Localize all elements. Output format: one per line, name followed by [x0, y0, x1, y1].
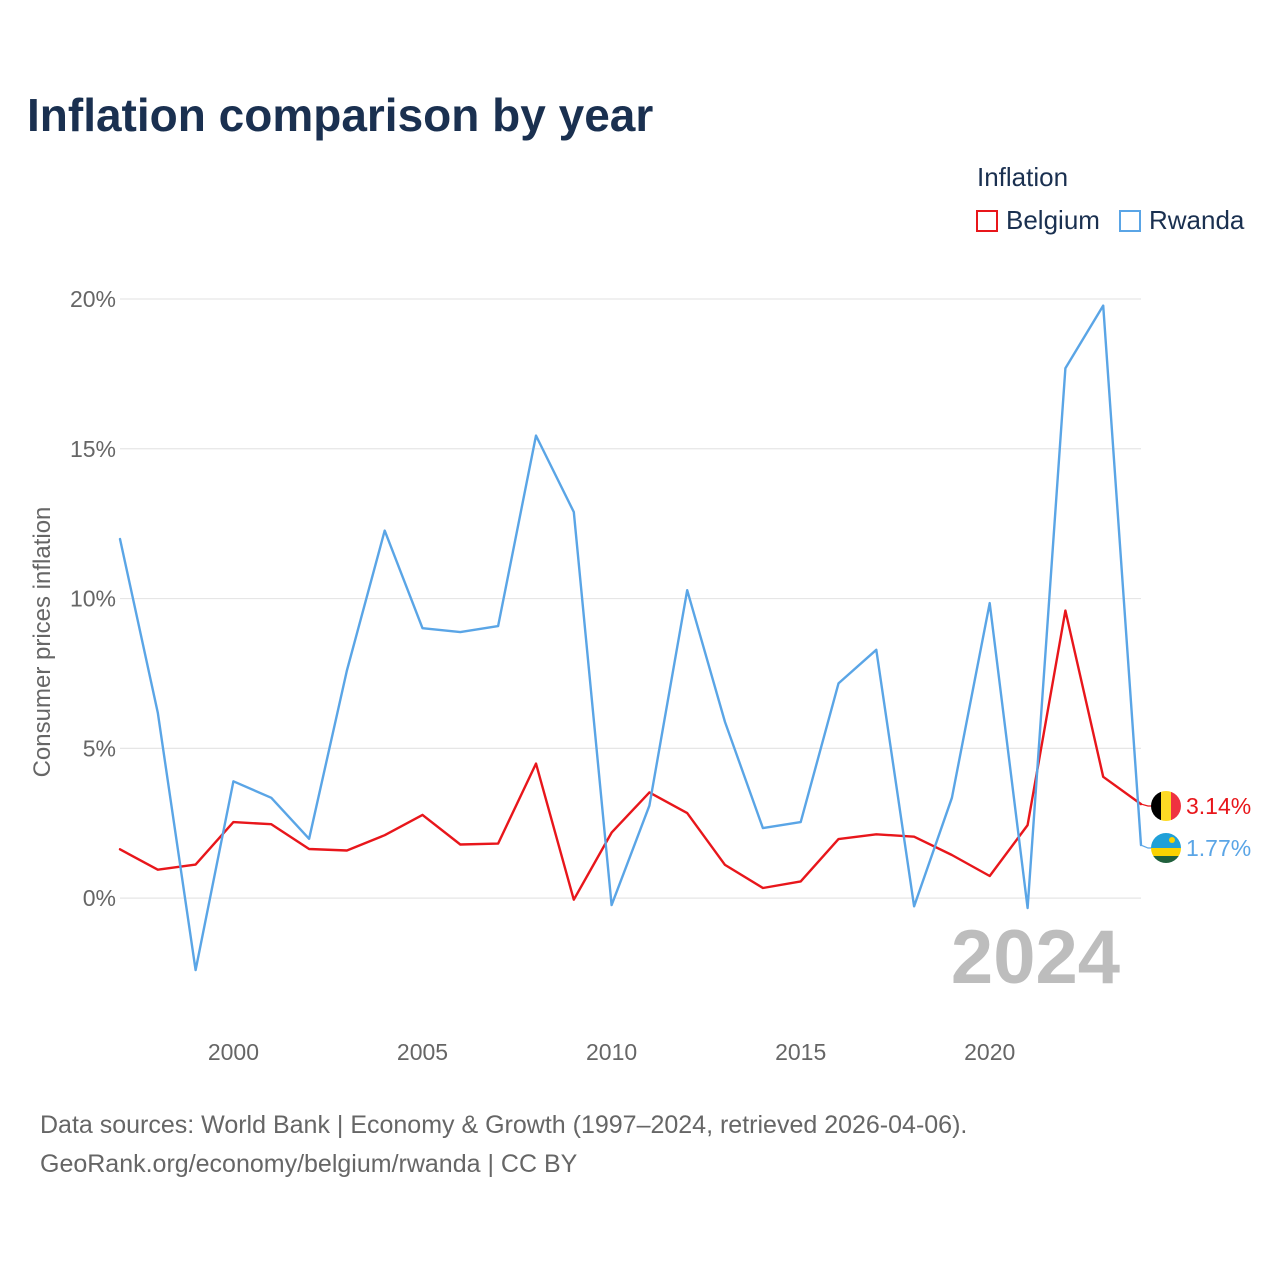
- legend-swatch-rwanda: [1119, 209, 1141, 232]
- series-line-rwanda[interactable]: [118, 304, 1143, 972]
- chart-title: Inflation comparison by year: [27, 89, 654, 141]
- legend-title: Inflation: [977, 162, 1069, 192]
- source-line-2: GeoRank.org/economy/belgium/rwanda | CC …: [40, 1150, 578, 1178]
- rwanda-flag-icon: [1151, 833, 1181, 863]
- x-tick-label: 2005: [397, 1039, 448, 1065]
- y-tick-label: 20%: [70, 286, 116, 312]
- y-tick-label: 5%: [83, 735, 116, 761]
- y-tick-label: 15%: [70, 436, 116, 462]
- source-line-1: Data sources: World Bank | Economy & Gro…: [40, 1111, 968, 1139]
- belgium-flag-icon: [1151, 791, 1181, 821]
- y-tick-label: 0%: [83, 885, 116, 911]
- end-value-label-rwanda: 1.77%: [1186, 835, 1251, 861]
- end-connector-rwanda: [1140, 844, 1152, 849]
- x-tick-label: 2000: [208, 1039, 259, 1065]
- year-annotation: 2024: [951, 915, 1120, 1000]
- end-connector-belgium: [1140, 803, 1152, 807]
- y-tick-label: 10%: [70, 586, 116, 612]
- legend-label-belgium: Belgium: [1006, 205, 1100, 235]
- x-tick-label: 2015: [775, 1039, 826, 1065]
- legend-item-belgium[interactable]: Belgium: [976, 205, 1100, 236]
- x-tick-label: 2010: [586, 1039, 637, 1065]
- legend-label-rwanda: Rwanda: [1149, 205, 1245, 235]
- legend-item-rwanda[interactable]: Rwanda: [1119, 205, 1244, 236]
- source-note: Data sources: World Bank | Economy & Gro…: [40, 1106, 967, 1184]
- x-tick-label: 2020: [964, 1039, 1015, 1065]
- line-chart: 0% 5% 10% 15% 20% 2000 2005 2010 2015 2020 2024 3…: [70, 286, 1251, 1065]
- legend-swatch-belgium: [976, 209, 998, 232]
- series-line-belgium[interactable]: [118, 609, 1143, 901]
- end-value-label-belgium: 3.14%: [1186, 793, 1251, 819]
